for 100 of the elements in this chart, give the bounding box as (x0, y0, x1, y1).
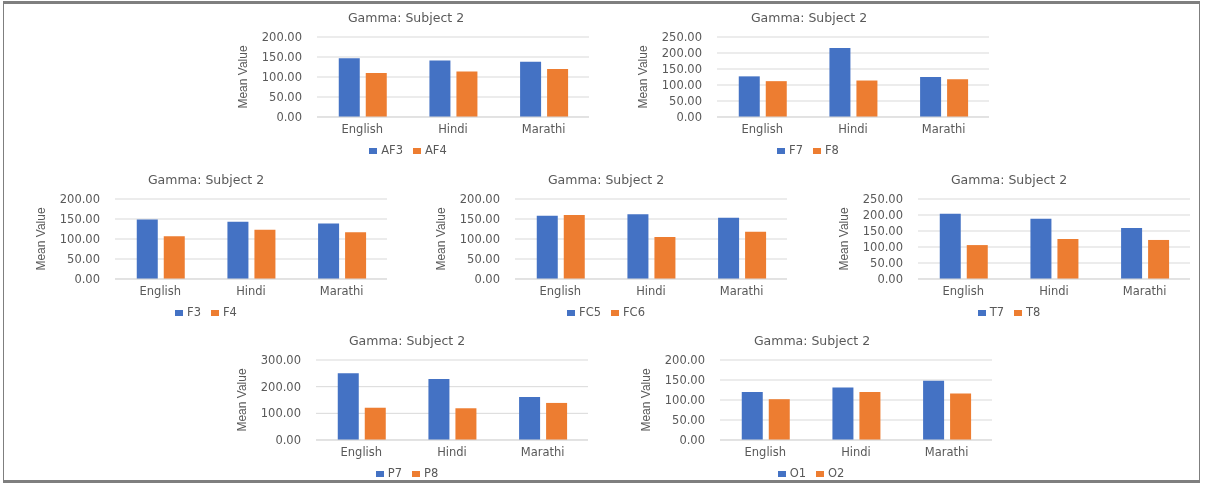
y-tick-label: 100.00 (862, 240, 903, 255)
bar (520, 61, 542, 117)
y-tick-label: 50.00 (669, 94, 702, 109)
legend-label: T7 (989, 305, 1004, 319)
x-tick-label: English (942, 284, 985, 299)
bar (654, 237, 676, 279)
y-tick-label: 200.00 (664, 353, 705, 368)
x-tick-label: Hindi (437, 445, 467, 460)
x-tick-label: Hindi (1039, 284, 1069, 299)
y-axis-title: Mean Value (235, 368, 250, 432)
legend-label: F8 (825, 143, 839, 157)
bar (856, 80, 878, 117)
bar (455, 408, 477, 440)
y-tick-label: 0.00 (676, 110, 702, 125)
bar (364, 407, 386, 440)
bar (536, 215, 558, 279)
x-tick-label: Hindi (636, 284, 666, 299)
bar (718, 217, 740, 279)
y-tick-label: 0.00 (276, 110, 302, 125)
legend-label: AF3 (381, 143, 403, 157)
bar (1030, 218, 1052, 279)
bar (563, 215, 585, 279)
y-tick-label: 150.00 (459, 212, 500, 227)
bar (1148, 239, 1170, 279)
bar (546, 402, 568, 440)
bar (950, 393, 972, 440)
legend-label: AF4 (425, 143, 447, 157)
bar (456, 71, 478, 117)
y-tick-label: 0.00 (275, 433, 301, 448)
y-tick-label: 250.00 (661, 30, 702, 45)
y-tick-label: 50.00 (467, 252, 500, 267)
y-tick-label: 100.00 (664, 393, 705, 408)
y-axis-title: Mean Value (434, 207, 449, 271)
bar (318, 223, 340, 279)
x-tick-label: English (539, 284, 582, 299)
y-tick-label: 250.00 (862, 192, 903, 207)
bar (136, 219, 158, 279)
x-tick-label: Marathi (719, 284, 764, 299)
bar (923, 380, 945, 440)
y-tick-label: 0.00 (679, 433, 705, 448)
bar (345, 232, 367, 279)
x-tick-label: Marathi (520, 445, 565, 460)
x-tick-label: Hindi (841, 445, 871, 460)
chart-title: Gamma: Subject 2 (949, 171, 1069, 189)
y-axis-title: Mean Value (236, 45, 251, 109)
y-tick-label: 150.00 (862, 224, 903, 239)
x-tick-label: English (139, 284, 182, 299)
x-tick-label: Marathi (1122, 284, 1167, 299)
y-tick-label: 0.00 (474, 272, 500, 287)
y-tick-label: 50.00 (269, 90, 302, 105)
bar (338, 58, 360, 117)
bar (519, 397, 541, 440)
bar (163, 236, 185, 279)
y-tick-label: 150.00 (59, 212, 100, 227)
bar (832, 387, 854, 440)
y-axis-title: Mean Value (34, 207, 49, 271)
y-axis-title: Mean Value (837, 207, 852, 271)
bar (227, 221, 249, 279)
bar (765, 81, 787, 117)
y-tick-label: 100.00 (261, 70, 302, 85)
legend-label: F4 (223, 305, 237, 319)
x-tick-label: Hindi (236, 284, 266, 299)
y-tick-label: 150.00 (261, 50, 302, 65)
y-tick-label: 50.00 (672, 413, 705, 428)
bar (738, 76, 760, 117)
bar (337, 373, 359, 440)
y-tick-label: 200.00 (260, 379, 301, 394)
y-tick-label: 0.00 (877, 272, 903, 287)
legend-label: T8 (1026, 305, 1041, 319)
bar (829, 47, 851, 117)
bar (428, 378, 450, 440)
chart-title: Gamma: Subject 2 (347, 332, 467, 350)
bar (254, 229, 276, 279)
legend-label: P7 (387, 466, 402, 480)
bar (947, 79, 969, 117)
bar (939, 213, 961, 279)
x-tick-label: Hindi (438, 122, 468, 137)
legend-label: FC6 (623, 305, 645, 319)
x-tick-label: Hindi (838, 122, 868, 137)
legend-label: FC5 (579, 305, 601, 319)
bar (547, 69, 569, 117)
y-tick-label: 200.00 (661, 46, 702, 61)
legend-label: P8 (424, 466, 439, 480)
bar (627, 214, 649, 279)
legend-label: O1 (789, 466, 806, 480)
y-tick-label: 100.00 (59, 232, 100, 247)
y-tick-label: 150.00 (664, 373, 705, 388)
bar (768, 399, 790, 440)
x-tick-label: Marathi (319, 284, 364, 299)
x-tick-label: Marathi (921, 122, 966, 137)
chart-title: Gamma: Subject 2 (546, 171, 666, 189)
x-tick-label: English (340, 445, 383, 460)
x-tick-label: English (744, 445, 787, 460)
y-axis-title: Mean Value (639, 368, 654, 432)
bar (859, 392, 881, 440)
y-tick-label: 50.00 (67, 252, 100, 267)
x-tick-label: Marathi (521, 122, 566, 137)
bar (1121, 228, 1143, 279)
y-tick-label: 300.00 (260, 353, 301, 368)
y-tick-label: 200.00 (261, 30, 302, 45)
